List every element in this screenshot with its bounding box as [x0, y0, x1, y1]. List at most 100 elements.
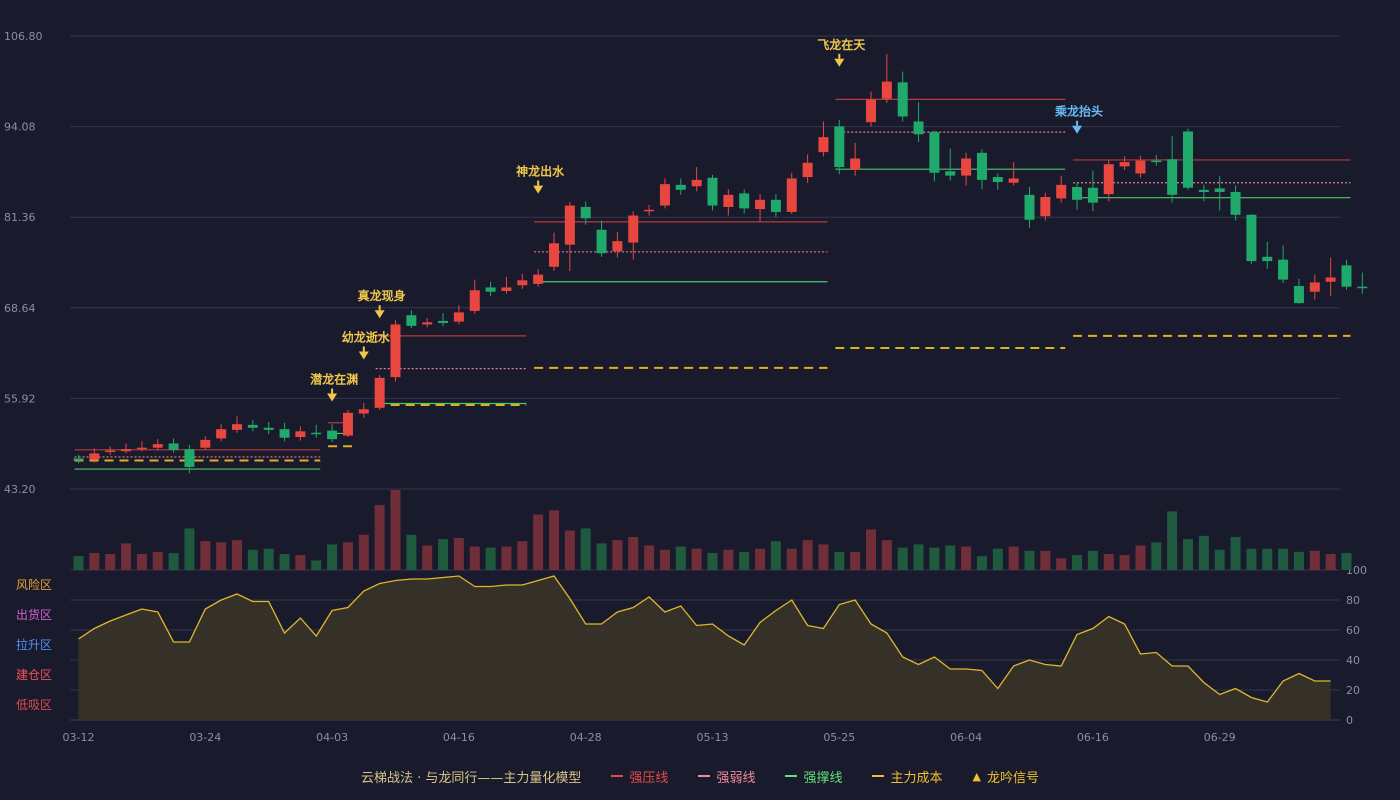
legend-swatch	[872, 775, 885, 777]
candle	[453, 305, 464, 325]
legend-item: 强压线	[611, 767, 668, 786]
candle	[707, 174, 718, 211]
candle-body	[168, 443, 179, 450]
candle-body	[1230, 191, 1241, 215]
volume-bar	[755, 548, 766, 570]
volume-bar	[786, 548, 797, 570]
candle	[802, 154, 813, 183]
volume-bar	[358, 534, 369, 570]
osc-tick-label: 20	[1346, 684, 1360, 697]
signal-label: 乘龙抬头	[1054, 104, 1103, 119]
candle-body	[818, 137, 829, 153]
candle	[549, 232, 559, 272]
osc-tick-label: 60	[1346, 624, 1360, 637]
volume-bar	[216, 542, 227, 570]
candle	[168, 438, 179, 453]
candle	[834, 120, 845, 175]
signal-label: 潜龙在渊	[310, 372, 358, 387]
candle-body	[453, 312, 464, 322]
candle-body	[517, 280, 528, 286]
candle	[1151, 154, 1162, 166]
candle-body	[770, 199, 781, 212]
signal-label: 神龙出水	[516, 164, 565, 179]
candle	[406, 310, 417, 329]
candle	[200, 436, 211, 450]
candle	[279, 422, 290, 442]
volume-bar	[992, 548, 1003, 570]
candle	[945, 148, 956, 181]
candle	[992, 173, 1003, 190]
volume-bar	[739, 551, 750, 570]
candle-body	[469, 290, 480, 311]
candle-body	[628, 215, 639, 243]
candle-body	[802, 162, 813, 178]
candle	[1214, 176, 1225, 211]
zone-label: 低吸区	[16, 698, 52, 712]
candle	[850, 142, 861, 176]
candle-body	[755, 199, 766, 210]
volume-bar	[691, 548, 702, 570]
volume-bar	[342, 542, 353, 570]
osc-tick-label: 80	[1346, 594, 1360, 607]
x-tick-label: 06-16	[1077, 731, 1109, 744]
candle-body	[1183, 131, 1193, 188]
volume-bar	[802, 540, 813, 570]
candle-body	[707, 177, 718, 206]
candle-body	[342, 412, 353, 436]
signal-label: 真龙现身	[358, 288, 406, 303]
candle-body	[1024, 194, 1035, 220]
volume-bar	[834, 551, 845, 570]
candle-body	[358, 409, 369, 414]
candle-body	[184, 449, 195, 467]
volume-bar	[533, 514, 544, 570]
legend-label: 强压线	[629, 770, 669, 786]
candle	[739, 189, 750, 214]
volume-bar	[1183, 539, 1193, 570]
volume-bar	[850, 551, 861, 570]
signal-arrow-icon	[1072, 125, 1083, 134]
volume-bar	[469, 546, 480, 570]
x-tick-label: 04-16	[443, 731, 475, 744]
volume-bar	[1103, 554, 1114, 570]
candle	[897, 71, 908, 122]
volume-bar	[1040, 550, 1051, 570]
volume-bar	[105, 554, 116, 570]
candle	[755, 194, 766, 222]
legend-item: ▲ 龙吟信号	[972, 767, 1038, 786]
volume-bar	[897, 547, 908, 570]
signal-label: 飞龙在天	[817, 37, 866, 52]
price-tick-label: 106.80	[4, 30, 43, 43]
candle-body	[279, 429, 290, 438]
candle	[1325, 257, 1336, 296]
volume-bar	[1230, 536, 1241, 570]
candle-body	[121, 449, 132, 452]
candle-body	[1056, 184, 1067, 199]
osc-tick-label: 0	[1346, 714, 1353, 727]
candle	[818, 121, 829, 157]
candle-body	[501, 287, 512, 291]
volume-bar	[1087, 550, 1098, 570]
volume-bar	[1135, 545, 1146, 570]
candle	[295, 426, 306, 441]
volume-bar	[232, 540, 242, 570]
candle-body	[850, 158, 861, 170]
legend-label: 云梯战法 · 与龙同行——主力量化模型	[361, 770, 582, 786]
legend-swatch	[785, 775, 798, 777]
volume-bar	[596, 543, 607, 570]
volume-bar	[184, 528, 195, 570]
volume-bar	[961, 546, 972, 570]
volume-bar	[453, 538, 464, 570]
candle	[976, 149, 987, 190]
signal-label: 幼龙逝水	[342, 330, 391, 345]
candle	[1183, 128, 1193, 190]
candle-body	[1262, 256, 1273, 262]
volume-bar	[422, 545, 433, 570]
candle	[438, 313, 449, 326]
volume-bar	[501, 546, 512, 570]
candle-body	[73, 458, 84, 461]
candle	[596, 220, 607, 257]
x-tick-label: 06-29	[1204, 731, 1236, 744]
x-tick-label: 03-24	[189, 731, 221, 744]
volume-bar	[1246, 548, 1257, 570]
volume-bar	[881, 540, 892, 570]
